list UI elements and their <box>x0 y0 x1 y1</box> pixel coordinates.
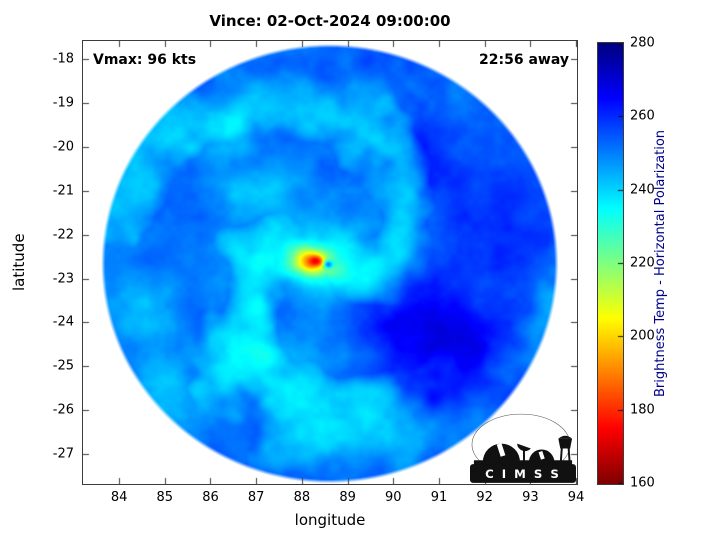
water-tower-leg <box>567 448 571 463</box>
colorbar-tick-label: 220 <box>630 255 655 271</box>
x-tick-label: 87 <box>247 490 265 505</box>
colorbar-tick-label: 160 <box>630 475 655 491</box>
water-tower-leg <box>559 448 563 463</box>
colorbar-tick-label: 200 <box>630 328 655 344</box>
vmax-annotation: Vmax: 96 kts <box>93 52 197 68</box>
x-tick-label: 92 <box>476 490 493 505</box>
colorbar-label: Brightness Temp - Horizontal Polarizatio… <box>653 129 668 398</box>
x-tick-label: 89 <box>339 490 356 505</box>
colorbar-gradient-canvas <box>598 43 623 484</box>
dome-slit <box>496 443 506 457</box>
x-tick-label: 91 <box>430 490 448 505</box>
water-tower-tank <box>558 438 573 449</box>
y-tick-label: -20 <box>52 139 74 155</box>
water-tower-roof <box>558 435 573 439</box>
cimss-logo: C I M S S <box>470 413 576 483</box>
x-tick-label: 90 <box>385 490 402 505</box>
cimss-logo-bar <box>470 464 576 483</box>
x-tick-label: 94 <box>567 490 585 505</box>
x-tick-label: 85 <box>156 490 174 505</box>
y-tick-label: -22 <box>52 227 74 243</box>
small-dome-slit <box>538 451 545 460</box>
x-tick-label: 86 <box>202 490 219 505</box>
x-tick-label: 84 <box>110 490 128 505</box>
y-tick-label: -25 <box>52 358 74 374</box>
plot-area: Vmax: 96 kts 22:56 away C I M S S <box>82 40 578 485</box>
y-tick-label: -24 <box>52 314 74 330</box>
satellite-dish-icon <box>517 443 531 452</box>
y-tick-label: -21 <box>52 183 74 199</box>
colorbar <box>597 42 624 485</box>
y-tick-label: -19 <box>52 95 74 111</box>
time-away-annotation: 22:56 away <box>479 52 569 68</box>
x-axis-label: longitude <box>294 511 366 529</box>
colorbar-tick-label: 280 <box>630 35 655 51</box>
y-tick-label: -23 <box>52 271 74 287</box>
colorbar-tick-label: 180 <box>630 402 655 418</box>
satellite-heatmap-canvas <box>83 41 577 484</box>
y-tick-label: -27 <box>52 446 74 462</box>
cimss-logo-text: C I M S S <box>485 467 561 481</box>
colorbar-tick-label: 260 <box>630 108 655 124</box>
x-tick-label: 88 <box>293 490 311 505</box>
colorbar-tick-label: 240 <box>630 182 655 198</box>
y-axis-label: latitude <box>10 233 28 292</box>
cimss-logo-ground <box>473 460 573 466</box>
y-tick-label: -26 <box>52 402 74 418</box>
x-tick-label: 93 <box>522 490 539 505</box>
y-tick-label: -18 <box>52 51 74 67</box>
plot-title: Vince: 02-Oct-2024 09:00:00 <box>209 12 451 30</box>
